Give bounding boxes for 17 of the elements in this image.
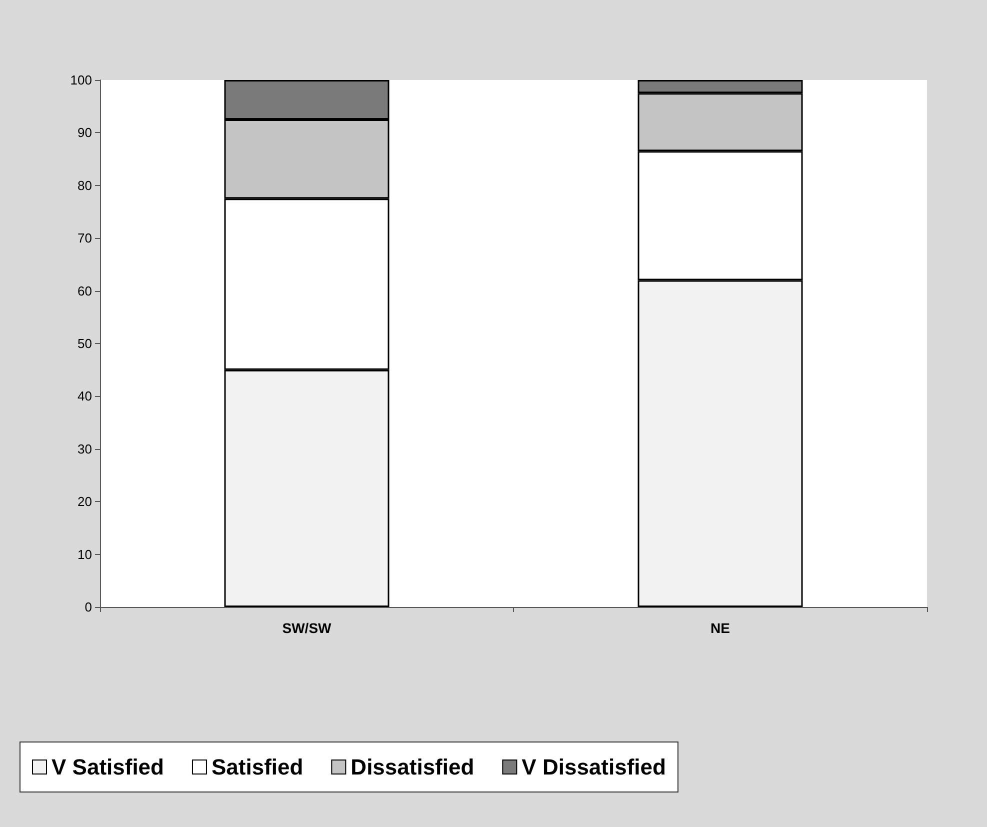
y-tick-label: 70: [78, 230, 92, 246]
y-tick-label: 20: [78, 494, 92, 510]
legend-label: Dissatisfied: [350, 754, 474, 780]
y-tick-label: 10: [78, 546, 92, 562]
y-tick-label: 60: [78, 283, 92, 298]
y-tick-label: 100: [70, 72, 92, 88]
legend-label: V Satisfied: [52, 754, 164, 780]
legend-label: Satisfied: [211, 754, 304, 780]
y-tick-label: 40: [78, 388, 92, 404]
y-tick-label: 50: [78, 336, 92, 351]
x-tick-label: NE: [710, 620, 730, 636]
legend-label: V Dissatisfied: [522, 754, 666, 780]
x-tick-label: SW/SW: [282, 620, 332, 636]
y-tick-label: 30: [78, 441, 92, 456]
y-tick-label: 0: [84, 600, 92, 614]
y-tick-label: 90: [78, 125, 92, 140]
y-tick-label: 80: [78, 178, 92, 193]
